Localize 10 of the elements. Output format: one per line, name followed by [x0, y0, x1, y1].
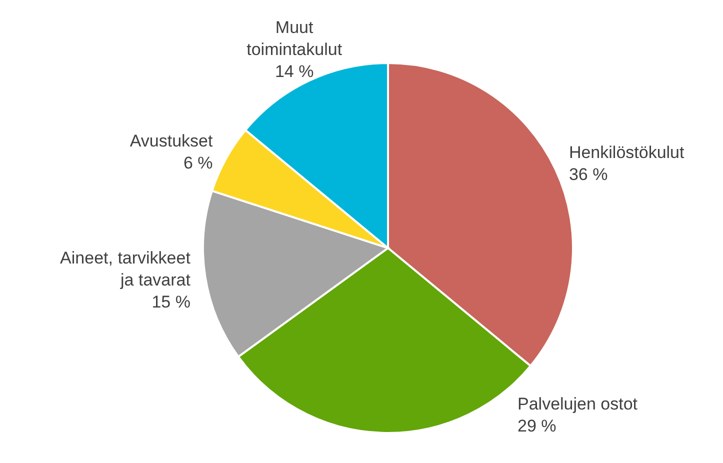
data-label: 29 %: [518, 416, 556, 435]
slice-label: Aineet, tarvikkeet ja tavarat: [60, 248, 191, 289]
slice-label: Henkilöstökulut: [568, 142, 685, 162]
data-label: 36 %: [568, 164, 608, 184]
slice-label: Palvelujen ostot: [518, 394, 638, 413]
data-label: 14 %: [274, 61, 314, 80]
slice-label: Muut toimintakulut: [246, 17, 342, 58]
data-label: 6 %: [183, 153, 213, 172]
slice-label: Avustukset: [130, 131, 214, 150]
data-label: 15 %: [152, 292, 190, 311]
